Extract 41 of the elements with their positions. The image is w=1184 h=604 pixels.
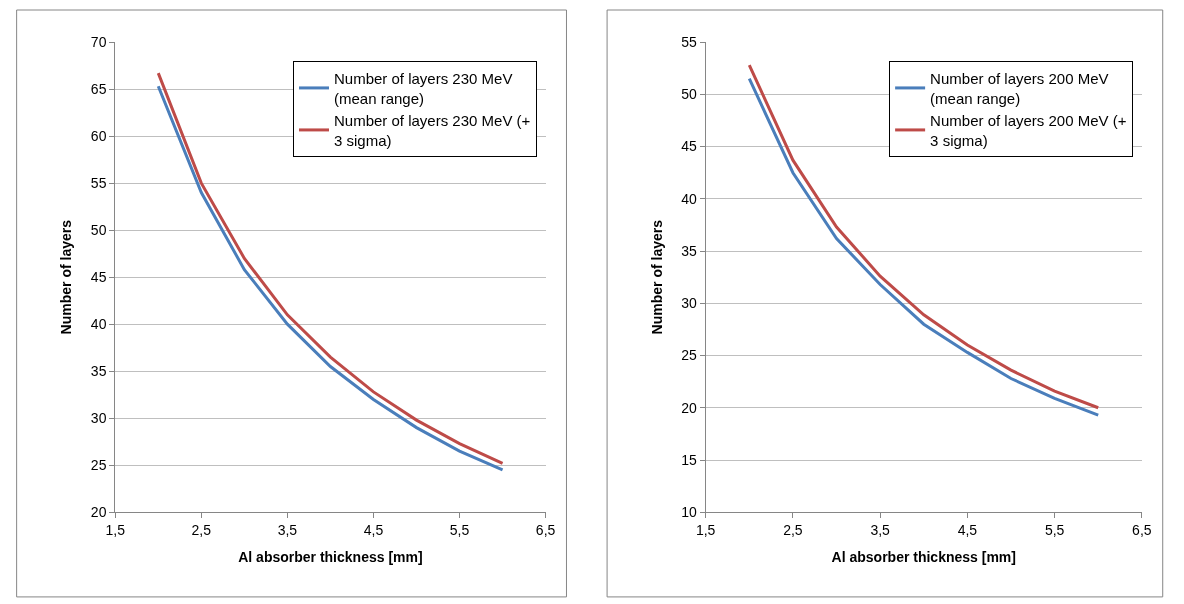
x-tick-label: 5,5: [1044, 522, 1065, 539]
x-tick-label: 6,5: [535, 522, 556, 539]
y-axis-title: Number of layers: [648, 219, 665, 335]
x-tick-label: 3,5: [870, 522, 891, 539]
x-tick-label: 2,5: [783, 522, 803, 539]
y-tick-label: 15: [681, 451, 698, 468]
x-tick-label: 6,5: [1132, 522, 1152, 539]
x-axis-title: Al absorber thickness [mm]: [238, 549, 423, 566]
y-tick-label: 50: [681, 86, 698, 103]
x-tick-label: 5,5: [449, 522, 470, 539]
y-tick-label: 35: [681, 242, 698, 259]
y-tick-label: 70: [90, 34, 107, 51]
y-tick-label: 50: [90, 222, 107, 239]
y-tick-label: 45: [90, 269, 107, 286]
y-tick-label: 20: [90, 504, 107, 521]
legend-label: Number of layers 230 MeV (mean range): [333, 70, 513, 107]
y-tick-label: 30: [90, 410, 107, 427]
legend-label: Number of layers 200 MeV (mean range): [930, 70, 1109, 107]
y-axis-title: Number of layers: [58, 219, 75, 335]
legend-label: Number of layers 200 MeV (+ 3 sigma): [930, 112, 1127, 149]
x-axis-title: Al absorber thickness [mm]: [831, 549, 1016, 566]
y-tick-label: 25: [90, 457, 107, 474]
y-tick-label: 10: [681, 504, 698, 521]
x-tick-label: 3,5: [277, 522, 298, 539]
y-tick-label: 20: [681, 399, 698, 416]
x-tick-label: 1,5: [695, 522, 716, 539]
y-tick-label: 35: [90, 363, 107, 380]
y-tick-label: 55: [681, 34, 698, 51]
y-tick-label: 60: [90, 128, 107, 145]
y-tick-label: 65: [90, 81, 107, 98]
y-tick-label: 45: [681, 138, 698, 155]
y-tick-label: 55: [90, 175, 107, 192]
x-tick-label: 4,5: [363, 522, 384, 539]
y-tick-label: 40: [681, 190, 698, 207]
y-tick-label: 25: [681, 347, 698, 364]
x-tick-label: 2,5: [191, 522, 212, 539]
legend-label: Number of layers 230 MeV (+ 3 sigma): [333, 112, 531, 149]
y-tick-label: 30: [681, 295, 698, 312]
x-tick-label: 1,5: [105, 522, 126, 539]
x-tick-label: 4,5: [957, 522, 978, 539]
y-tick-label: 40: [90, 316, 107, 333]
